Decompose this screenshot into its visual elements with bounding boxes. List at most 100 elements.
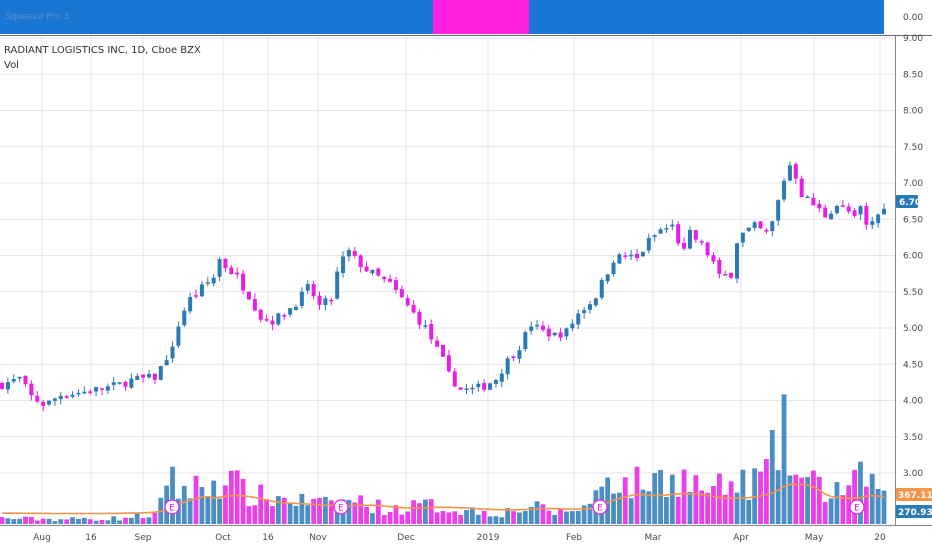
volume-bar	[775, 470, 781, 524]
candle-body	[82, 391, 87, 394]
candle-body	[294, 306, 298, 311]
volume-bar	[434, 512, 440, 524]
candle-body	[823, 207, 828, 218]
volume-bar	[581, 505, 587, 524]
candle-body	[382, 276, 387, 280]
volume-bar	[740, 469, 746, 524]
time-tick-label: Aug	[33, 533, 51, 543]
candle-body	[623, 255, 628, 257]
volume-bar	[628, 498, 634, 524]
candle-body	[311, 284, 316, 297]
volume-bar	[5, 518, 11, 524]
volume-bar	[505, 508, 511, 524]
candle-body	[629, 254, 634, 257]
time-axis[interactable]: Aug 16 Sep Oct 16 Nov Dec 2019 Feb Mar Apr May 20	[33, 533, 886, 543]
candle-body	[676, 224, 681, 244]
candle-body	[535, 324, 540, 327]
volume-value: 270.932K	[898, 508, 932, 518]
volume-bar	[187, 498, 193, 524]
volume-bar	[317, 497, 322, 524]
indicator-highlight	[433, 0, 529, 34]
volume-bar	[193, 475, 199, 524]
candle-body	[811, 197, 816, 206]
earnings-marker[interactable]: E	[333, 499, 349, 515]
candle-body	[611, 262, 616, 274]
price-tick-label: 3.50	[903, 433, 923, 443]
volume-bar	[805, 477, 810, 524]
price-axis[interactable]: 9.00 8.50 8.00 7.50 7.00 6.50 6.00 5.50 5.00 4.50…	[903, 34, 923, 479]
volume-bar	[658, 469, 663, 524]
price-tick-label: 7.00	[903, 179, 923, 189]
volume-bar	[23, 516, 28, 524]
volume-bar	[816, 476, 822, 524]
price-tick-label: 4.50	[903, 360, 923, 370]
volume-bar	[305, 505, 311, 524]
volume-bar	[787, 475, 793, 524]
candle-body	[358, 255, 363, 268]
candle-body	[640, 251, 645, 257]
earnings-marker[interactable]: E	[849, 499, 865, 515]
candle-body	[76, 392, 81, 395]
candle-body	[617, 254, 622, 264]
candle-body	[482, 382, 487, 390]
volume-bar	[881, 490, 887, 524]
candle-body	[58, 395, 63, 400]
candle-body	[99, 388, 104, 390]
candle-body	[246, 291, 251, 300]
volume-bar	[117, 520, 122, 524]
candle-body	[458, 387, 463, 390]
volume-bar	[205, 496, 211, 524]
candle-body	[393, 280, 398, 290]
candle-body	[717, 259, 722, 274]
indicator-label: Squeeze Pro 3	[5, 12, 69, 22]
volume-bar	[640, 489, 646, 524]
candle-body	[199, 284, 204, 297]
volume-bar	[181, 486, 187, 524]
candle-body	[799, 178, 804, 198]
candle-body	[558, 332, 563, 338]
time-tick-label: Dec	[397, 533, 414, 543]
volume-bar	[0, 517, 5, 524]
volume-bar	[705, 492, 710, 524]
price-tick-label: 3.00	[903, 469, 923, 479]
volume-bar	[511, 511, 516, 524]
candle-body	[0, 383, 4, 389]
volume-ma-line	[2, 483, 885, 515]
candle-body	[435, 340, 440, 347]
volume-bar	[422, 499, 428, 524]
volume-bar	[564, 511, 569, 524]
volume-bar	[716, 473, 722, 524]
volume-bar	[769, 429, 775, 524]
candle-body	[170, 346, 175, 359]
candle-body	[582, 310, 587, 314]
volume-bar	[558, 508, 563, 524]
candle-body	[276, 313, 281, 325]
candle-body	[593, 298, 598, 306]
volume-bar	[328, 500, 334, 524]
candle-body	[764, 229, 769, 232]
candle-body	[858, 206, 863, 215]
volume-bar	[334, 508, 340, 524]
candle-body	[52, 398, 57, 401]
volume-bar	[176, 498, 181, 524]
volume-bar	[693, 475, 699, 524]
earnings-marker[interactable]: E	[592, 499, 608, 515]
volume-bar	[834, 482, 840, 524]
candle-body	[211, 277, 216, 284]
candle-body	[305, 284, 310, 291]
volume-bar	[99, 519, 105, 524]
candle-body	[41, 401, 46, 406]
candle-body	[129, 378, 134, 388]
candle-body	[723, 274, 728, 276]
candle-body	[5, 382, 10, 390]
candle-body	[111, 382, 116, 385]
candle-body	[147, 373, 151, 378]
candle-body	[323, 298, 328, 306]
candle-body	[793, 164, 798, 179]
earnings-marker[interactable]: E	[164, 499, 180, 515]
candle-body	[429, 324, 434, 340]
candle-body	[787, 165, 792, 181]
candle-body	[476, 383, 481, 388]
